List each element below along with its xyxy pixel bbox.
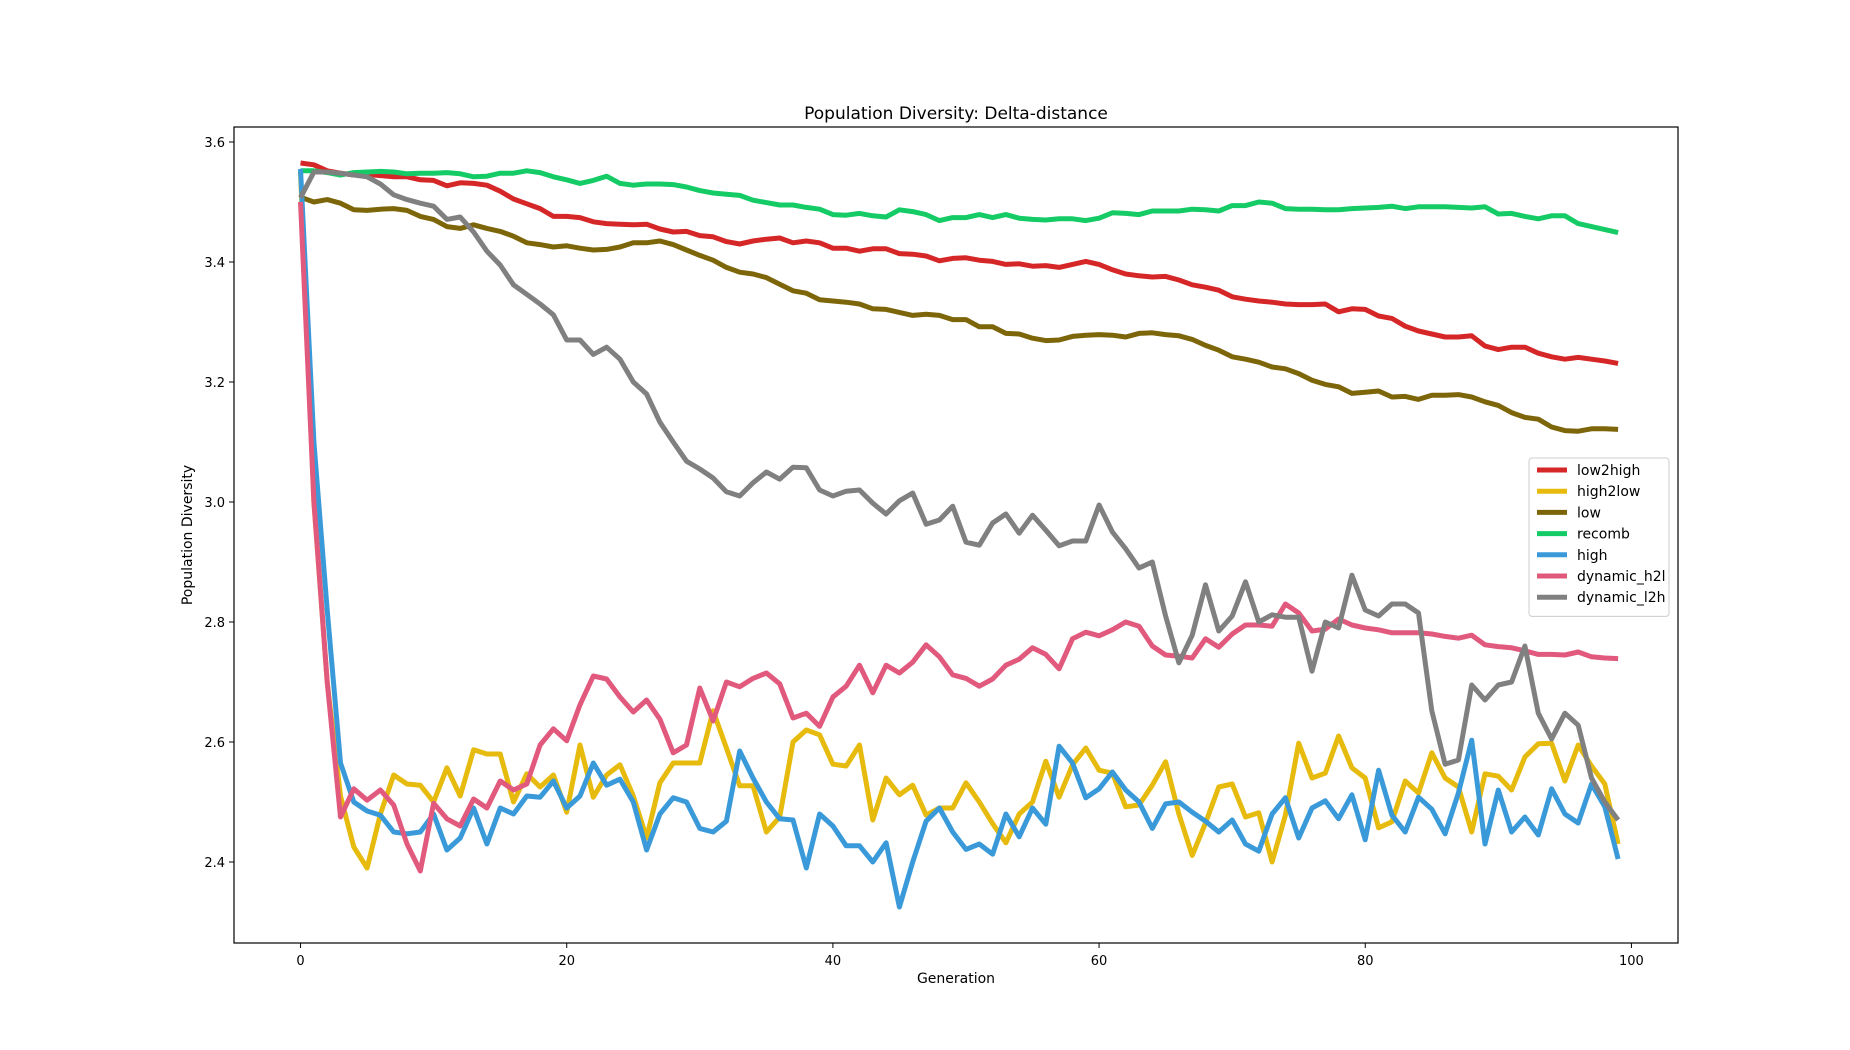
series-line-high (298, 168, 1621, 910)
y-tick-label: 3.6 (204, 136, 225, 151)
plot-area-frame (233, 126, 1679, 944)
legend-label-high2low: high2low (1577, 484, 1640, 500)
y-tick-label: 3.0 (204, 496, 225, 511)
y-tick-label: 3.4 (204, 256, 225, 271)
series-line-dynamic_l2h (298, 169, 1621, 822)
y-tick-label: 2.8 (204, 616, 225, 631)
series-line-dynamic_h2l (298, 201, 1619, 874)
x-axis-ticks: 0 20 40 60 80 100 (296, 943, 1644, 969)
y-axis-ticks: 2.4 2.6 2.8 3.0 3.2 3.4 3.6 (204, 136, 234, 871)
legend-label-low: low (1577, 505, 1601, 521)
legend-label-high: high (1577, 548, 1608, 564)
x-tick-label: 40 (825, 954, 842, 969)
chart-title: Population Diversity: Delta-distance (804, 104, 1108, 124)
y-tick-label: 2.6 (204, 736, 225, 751)
legend-label-dynamic_h2l: dynamic_h2l (1577, 569, 1666, 585)
series-line-recomb (300, 168, 1619, 236)
legend: low2high high2low low recomb high dynamic_h2l… (1528, 457, 1670, 617)
y-tick-label: 2.4 (204, 856, 225, 871)
series-lines (298, 160, 1621, 910)
x-tick-label: 20 (558, 954, 575, 969)
series-line-low (299, 194, 1619, 434)
y-tick-label: 3.2 (204, 376, 225, 391)
legend-label-recomb: recomb (1577, 527, 1630, 543)
x-tick-label: 60 (1091, 954, 1108, 969)
legend-label-low2high: low2high (1577, 463, 1640, 479)
x-tick-label: 100 (1619, 954, 1644, 969)
x-axis-label: Generation (917, 971, 995, 987)
series-line-low2high (300, 160, 1619, 366)
legend-label-dynamic_l2h: dynamic_l2h (1577, 590, 1666, 606)
x-tick-label: 80 (1357, 954, 1374, 969)
y-axis-label: Population Diversity (180, 465, 196, 605)
x-tick-label: 0 (296, 954, 304, 969)
